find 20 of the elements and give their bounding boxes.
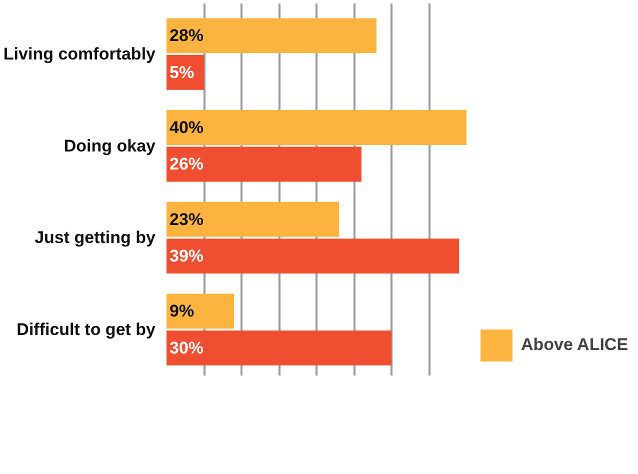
y-tick-label: Living comfortably <box>3 44 156 64</box>
bar <box>166 110 466 145</box>
y-tick-label: Difficult to get by <box>16 320 156 340</box>
y-tick-label: Just getting by <box>34 228 156 248</box>
data-label: 23% <box>170 210 204 229</box>
legend-label: Above ALICE <box>521 335 628 355</box>
data-label: 30% <box>170 338 204 358</box>
bar <box>166 294 234 329</box>
data-label: 39% <box>170 246 204 266</box>
data-label: 26% <box>170 154 204 174</box>
bar <box>166 18 376 54</box>
data-label: 5% <box>170 62 194 82</box>
bar <box>166 202 339 237</box>
y-tick-label: Doing okay <box>64 136 156 156</box>
bar <box>166 146 362 182</box>
data-label: 40% <box>170 118 204 137</box>
data-label: 9% <box>170 302 194 321</box>
bar <box>166 330 392 366</box>
data-label: 28% <box>170 26 204 46</box>
bar <box>166 238 459 274</box>
